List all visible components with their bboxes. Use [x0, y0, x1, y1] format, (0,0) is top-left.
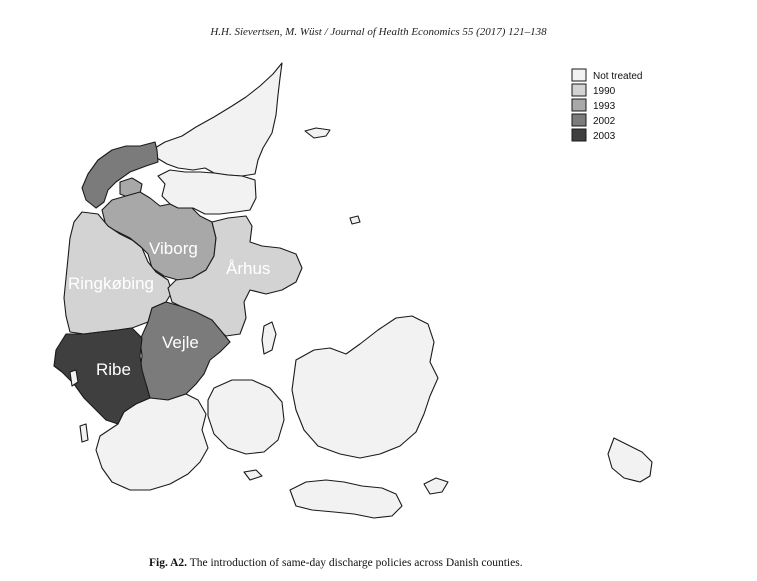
figure-caption: Fig. A2. The introduction of same-day di…: [149, 557, 523, 569]
legend-swatch-1990: [571, 83, 587, 97]
running-header: H.H. Sievertsen, M. Wüst / Journal of He…: [210, 26, 547, 38]
region-thy: [81, 141, 159, 209]
county-label-vejle: Vejle: [162, 333, 199, 352]
legend-label-not-treated: Not treated: [593, 71, 642, 82]
region-zealand: [291, 315, 439, 459]
legend-label-2003: 2003: [593, 131, 616, 142]
figure-number: Fig. A2.: [149, 557, 188, 569]
legend-label-1993: 1993: [593, 101, 616, 112]
county-label-arhus: Århus: [226, 259, 270, 278]
legend-label-2002: 2002: [593, 116, 616, 127]
region-vejle: [139, 301, 231, 401]
island-anholt: [349, 215, 361, 225]
legend-swatch-2002: [571, 113, 587, 127]
island-fano: [69, 369, 79, 387]
region-south-jutland: [95, 393, 209, 491]
county-label-viborg: Viborg: [149, 239, 198, 258]
legend-swatch-1993: [571, 98, 587, 112]
legend-label-1990: 1990: [593, 86, 616, 97]
county-label-ringkobing: Ringkøbing: [68, 274, 154, 293]
island-laeso: [304, 127, 331, 139]
island-romo: [79, 423, 89, 443]
region-lolland-falster: [289, 479, 403, 519]
map-legend: Not treated 1990 1993 2002 2003: [571, 68, 642, 142]
island-mon: [423, 477, 449, 495]
island-aero: [243, 469, 263, 481]
region-bornholm: [607, 437, 653, 483]
region-north-jutland: [154, 62, 283, 177]
legend-swatch-2003: [571, 128, 587, 142]
legend-swatch-not-treated: [571, 68, 587, 82]
region-arhus: [167, 215, 303, 337]
region-funen: [207, 379, 285, 455]
county-label-ribe: Ribe: [96, 360, 131, 379]
figure-caption-text: The introduction of same-day discharge p…: [189, 557, 523, 569]
island-samso: [261, 321, 277, 355]
